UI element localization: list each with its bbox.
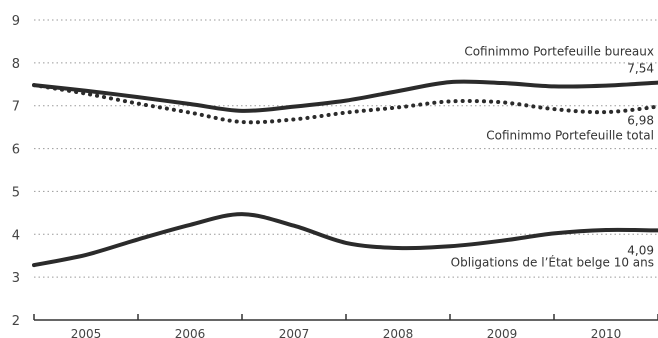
y-tick-label-8: 8 [12, 57, 20, 72]
x-tick-label-2007: 2007 [279, 327, 310, 338]
y-tick-label-4: 4 [12, 228, 20, 243]
series-end-value-1: 7,54 [627, 62, 654, 76]
y-tick-label-2: 2 [12, 314, 20, 329]
series-end-value-2: 6,98 [627, 114, 654, 128]
y-tick-label-5: 5 [12, 185, 20, 200]
series-end-value-3: 4,09 [627, 243, 654, 257]
x-tick-label-2009: 2009 [487, 327, 518, 338]
series-label-1: Cofinimmo Portefeuille bureaux [464, 45, 654, 59]
series-line-3 [32, 212, 658, 268]
y-tick-label-7: 7 [12, 100, 20, 115]
x-axis-ticks: 2005 2006 2007 2008 2009 2010 [33, 314, 658, 338]
gridlines [34, 19, 658, 278]
y-tick-label-6: 6 [12, 143, 20, 158]
y-axis-ticks: 2 3 4 5 6 7 8 9 [12, 14, 20, 329]
x-tick-label-2005: 2005 [71, 327, 102, 338]
series-label-3: Obligations de l’État belge 10 ans [451, 254, 654, 269]
y-tick-label-9: 9 [12, 14, 20, 29]
series-line-1 [32, 79, 658, 113]
series-annotations: Cofinimmo Portefeuille bureaux 7,54 Cofini… [451, 45, 654, 270]
x-tick-label-2008: 2008 [383, 327, 414, 338]
series-line-2 [32, 83, 658, 125]
series-lines [32, 79, 658, 268]
series-label-2: Cofinimmo Portefeuille total [486, 129, 654, 143]
x-tick-label-2006: 2006 [175, 327, 206, 338]
x-tick-label-2010: 2010 [591, 327, 622, 338]
y-tick-label-3: 3 [12, 271, 20, 286]
